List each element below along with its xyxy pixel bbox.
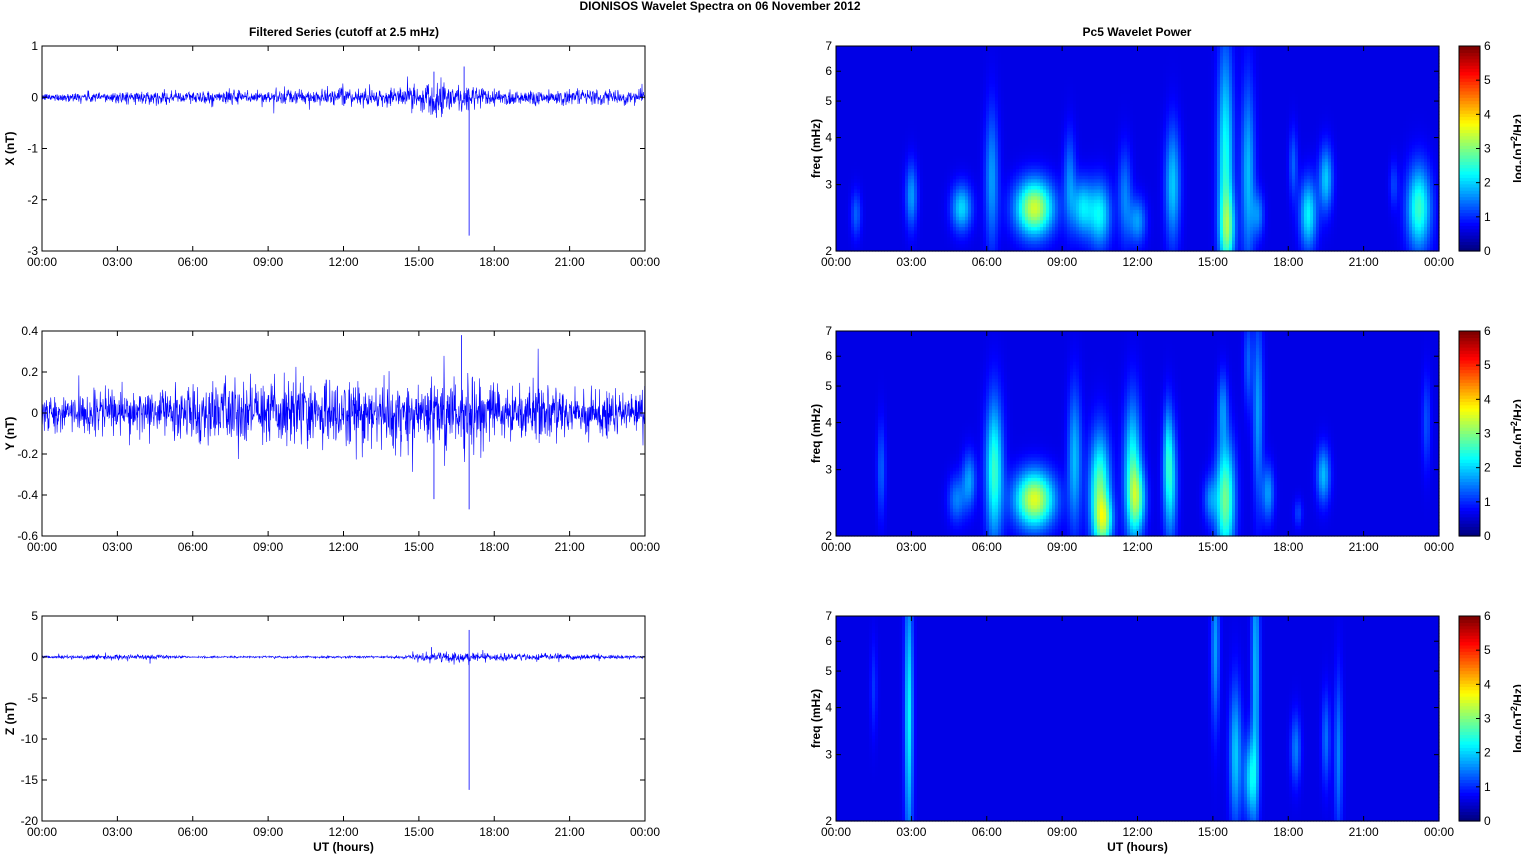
series-panel-3-xtick-label: 00:00 bbox=[27, 825, 57, 839]
right-column-title: Pc5 Wavelet Power bbox=[1083, 25, 1192, 39]
series-panel-1-ytick-label: 1 bbox=[31, 39, 38, 53]
series-panel-3-ytick-label: -5 bbox=[27, 691, 38, 705]
series-panel-2-xtick-label: 06:00 bbox=[178, 540, 208, 554]
series-panel-3-ytick-label: -15 bbox=[21, 773, 39, 787]
series-panel-2-xtick-label: 09:00 bbox=[253, 540, 283, 554]
series-panel-1-frame bbox=[42, 46, 645, 251]
series-panel-3-ytick-label: 5 bbox=[31, 609, 38, 623]
series-panel-1-ytick-label: -1 bbox=[27, 142, 38, 156]
series-panel-3-frame bbox=[42, 616, 645, 821]
series-panel-1-xtick-label: 06:00 bbox=[178, 255, 208, 269]
series-panel-2-ytick-label: 0.2 bbox=[21, 365, 38, 379]
series-panel-1-ytick-label: -2 bbox=[27, 193, 38, 207]
series-panel-3-xtick-label: 12:00 bbox=[328, 825, 358, 839]
series-panel-2-ytick-label: 0 bbox=[31, 406, 38, 420]
series-panel-3-trace bbox=[42, 650, 645, 665]
series-panel-1-xtick-label: 00:00 bbox=[27, 255, 57, 269]
series-panel-3-ylabel: Z (nT) bbox=[3, 702, 17, 735]
series-panel-3-ytick-label: 0 bbox=[31, 650, 38, 664]
series-panel-3-xtick-label: 06:00 bbox=[178, 825, 208, 839]
series-panel-2-xtick-label: 18:00 bbox=[479, 540, 509, 554]
series-panel-2-frame bbox=[42, 331, 645, 536]
series-panel-1-ylabel: X (nT) bbox=[3, 132, 17, 166]
series-panel-3-xtick-label: 00:00 bbox=[630, 825, 660, 839]
series-panel-3-xtick-label: 09:00 bbox=[253, 825, 283, 839]
series-panel-1-xtick-label: 15:00 bbox=[404, 255, 434, 269]
series-panel-3-ytick-label: -10 bbox=[21, 732, 39, 746]
series-panel-1-xtick-label: 12:00 bbox=[328, 255, 358, 269]
series-panel-1-xtick-label: 09:00 bbox=[253, 255, 283, 269]
series-panel-2-ylabel: Y (nT) bbox=[3, 417, 17, 451]
series-panel-2-trace bbox=[42, 349, 645, 472]
series-panel-2-ytick-label: -0.4 bbox=[17, 488, 38, 502]
series-panel-2-xtick-label: 12:00 bbox=[328, 540, 358, 554]
series-panel-2-ytick-label: -0.2 bbox=[17, 447, 38, 461]
series-panel-2-xtick-label: 21:00 bbox=[555, 540, 585, 554]
series-panel-1-ytick-label: 0 bbox=[31, 90, 38, 104]
series-panel-2-xtick-label: 03:00 bbox=[102, 540, 132, 554]
series-panel-2-xtick-label: 15:00 bbox=[404, 540, 434, 554]
series-panel-2-ytick-label: 0.4 bbox=[21, 324, 38, 338]
series-panel-3-xtick-label: 21:00 bbox=[555, 825, 585, 839]
series-panel-3-xtick-label: 15:00 bbox=[404, 825, 434, 839]
panels: 10-1-2-3X (nT)00:00 03:00 06:00 09:00 12:00 1… bbox=[3, 39, 1521, 854]
series-panel-1-xtick-label: 03:00 bbox=[102, 255, 132, 269]
series-panel-2-xtick-label: 00:00 bbox=[27, 540, 57, 554]
series-panel-2-xtick-label: 00:00 bbox=[630, 540, 660, 554]
series-panel-3-xlabel: UT (hours) bbox=[313, 840, 374, 854]
series-panel-3-xtick-label: 03:00 bbox=[102, 825, 132, 839]
series-panel-1-trace bbox=[42, 77, 645, 118]
series-panel-1-xtick-label: 18:00 bbox=[479, 255, 509, 269]
series-panel-1-xtick-label: 00:00 bbox=[630, 255, 660, 269]
figure-title: DIONISOS Wavelet Spectra on 06 November … bbox=[580, 0, 861, 13]
spectrum-panel-1-cells bbox=[836, 46, 1440, 252]
series-panel-1-xtick-label: 21:00 bbox=[555, 255, 585, 269]
left-column-title: Filtered Series (cutoff at 2.5 mHz) bbox=[249, 25, 439, 39]
series-panel-3-xtick-label: 18:00 bbox=[479, 825, 509, 839]
